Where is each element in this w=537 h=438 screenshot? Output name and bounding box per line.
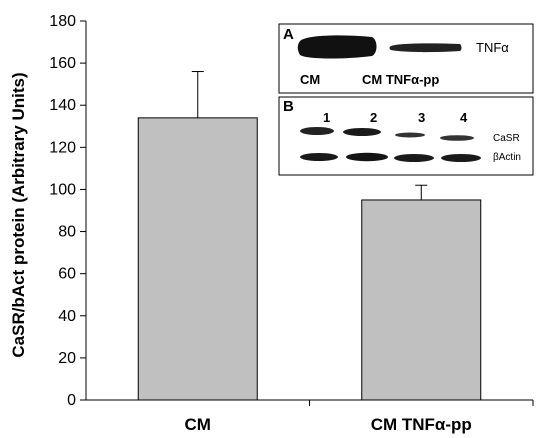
actin-band-lane-2 (346, 152, 388, 162)
bar (361, 199, 482, 401)
y-tick-label: 60 (58, 266, 76, 283)
actin-band-lane-3 (394, 154, 434, 162)
y-tick-label: 80 (58, 224, 76, 241)
x-category-label: CM TNFα-pp (371, 415, 472, 434)
actin-band-label: βActin (493, 152, 521, 163)
bar (137, 117, 258, 401)
panel-b-letter: B (283, 98, 294, 115)
lane-number-4: 4 (460, 110, 468, 125)
y-axis-title: CaSR/bAct protein (Arbitrary Units) (9, 72, 28, 357)
tnf-band-lane-2 (389, 43, 462, 53)
y-tick-label: 140 (49, 97, 76, 114)
actin-band-lane-1 (300, 153, 338, 161)
inset-panel-b: B 1 2 3 4 CaSR βActin (278, 96, 534, 176)
lane-number-2: 2 (370, 110, 377, 125)
y-tick-label: 160 (49, 55, 76, 72)
casr-band-label: CaSR (493, 133, 520, 144)
lane-label-cm: CM (300, 72, 320, 87)
lane-number-1: 1 (323, 110, 330, 125)
casr-band-lane-1 (300, 127, 334, 135)
y-tick-label: 100 (49, 181, 76, 198)
actin-band-lane-4 (441, 154, 481, 162)
panel-a-letter: A (283, 26, 294, 43)
x-category-label: CM (185, 415, 211, 434)
casr-band-lane-4 (440, 135, 474, 141)
tnf-band-label: TNFα (476, 40, 509, 55)
labels: 0 20 40 60 80 100 120 140 160 180 CM CM TNFα-pp (49, 13, 472, 434)
y-tick-label: 120 (49, 139, 76, 156)
casr-band-lane-3 (395, 132, 425, 138)
lane-number-3: 3 (418, 110, 425, 125)
bars (137, 71, 482, 401)
casr-band-lane-2 (343, 128, 381, 136)
inset-panel-a: A TNFα CM CM TNFα-pp (278, 23, 534, 94)
y-tick-label: 0 (67, 392, 76, 409)
y-tick-label: 180 (49, 13, 76, 30)
y-tick-label: 20 (58, 350, 76, 367)
inset-a-frame (278, 23, 534, 94)
tnf-band-lane-1 (297, 35, 377, 59)
lane-label-cm-tnf: CM TNFα-pp (362, 72, 439, 87)
y-tick-label: 40 (58, 308, 76, 325)
